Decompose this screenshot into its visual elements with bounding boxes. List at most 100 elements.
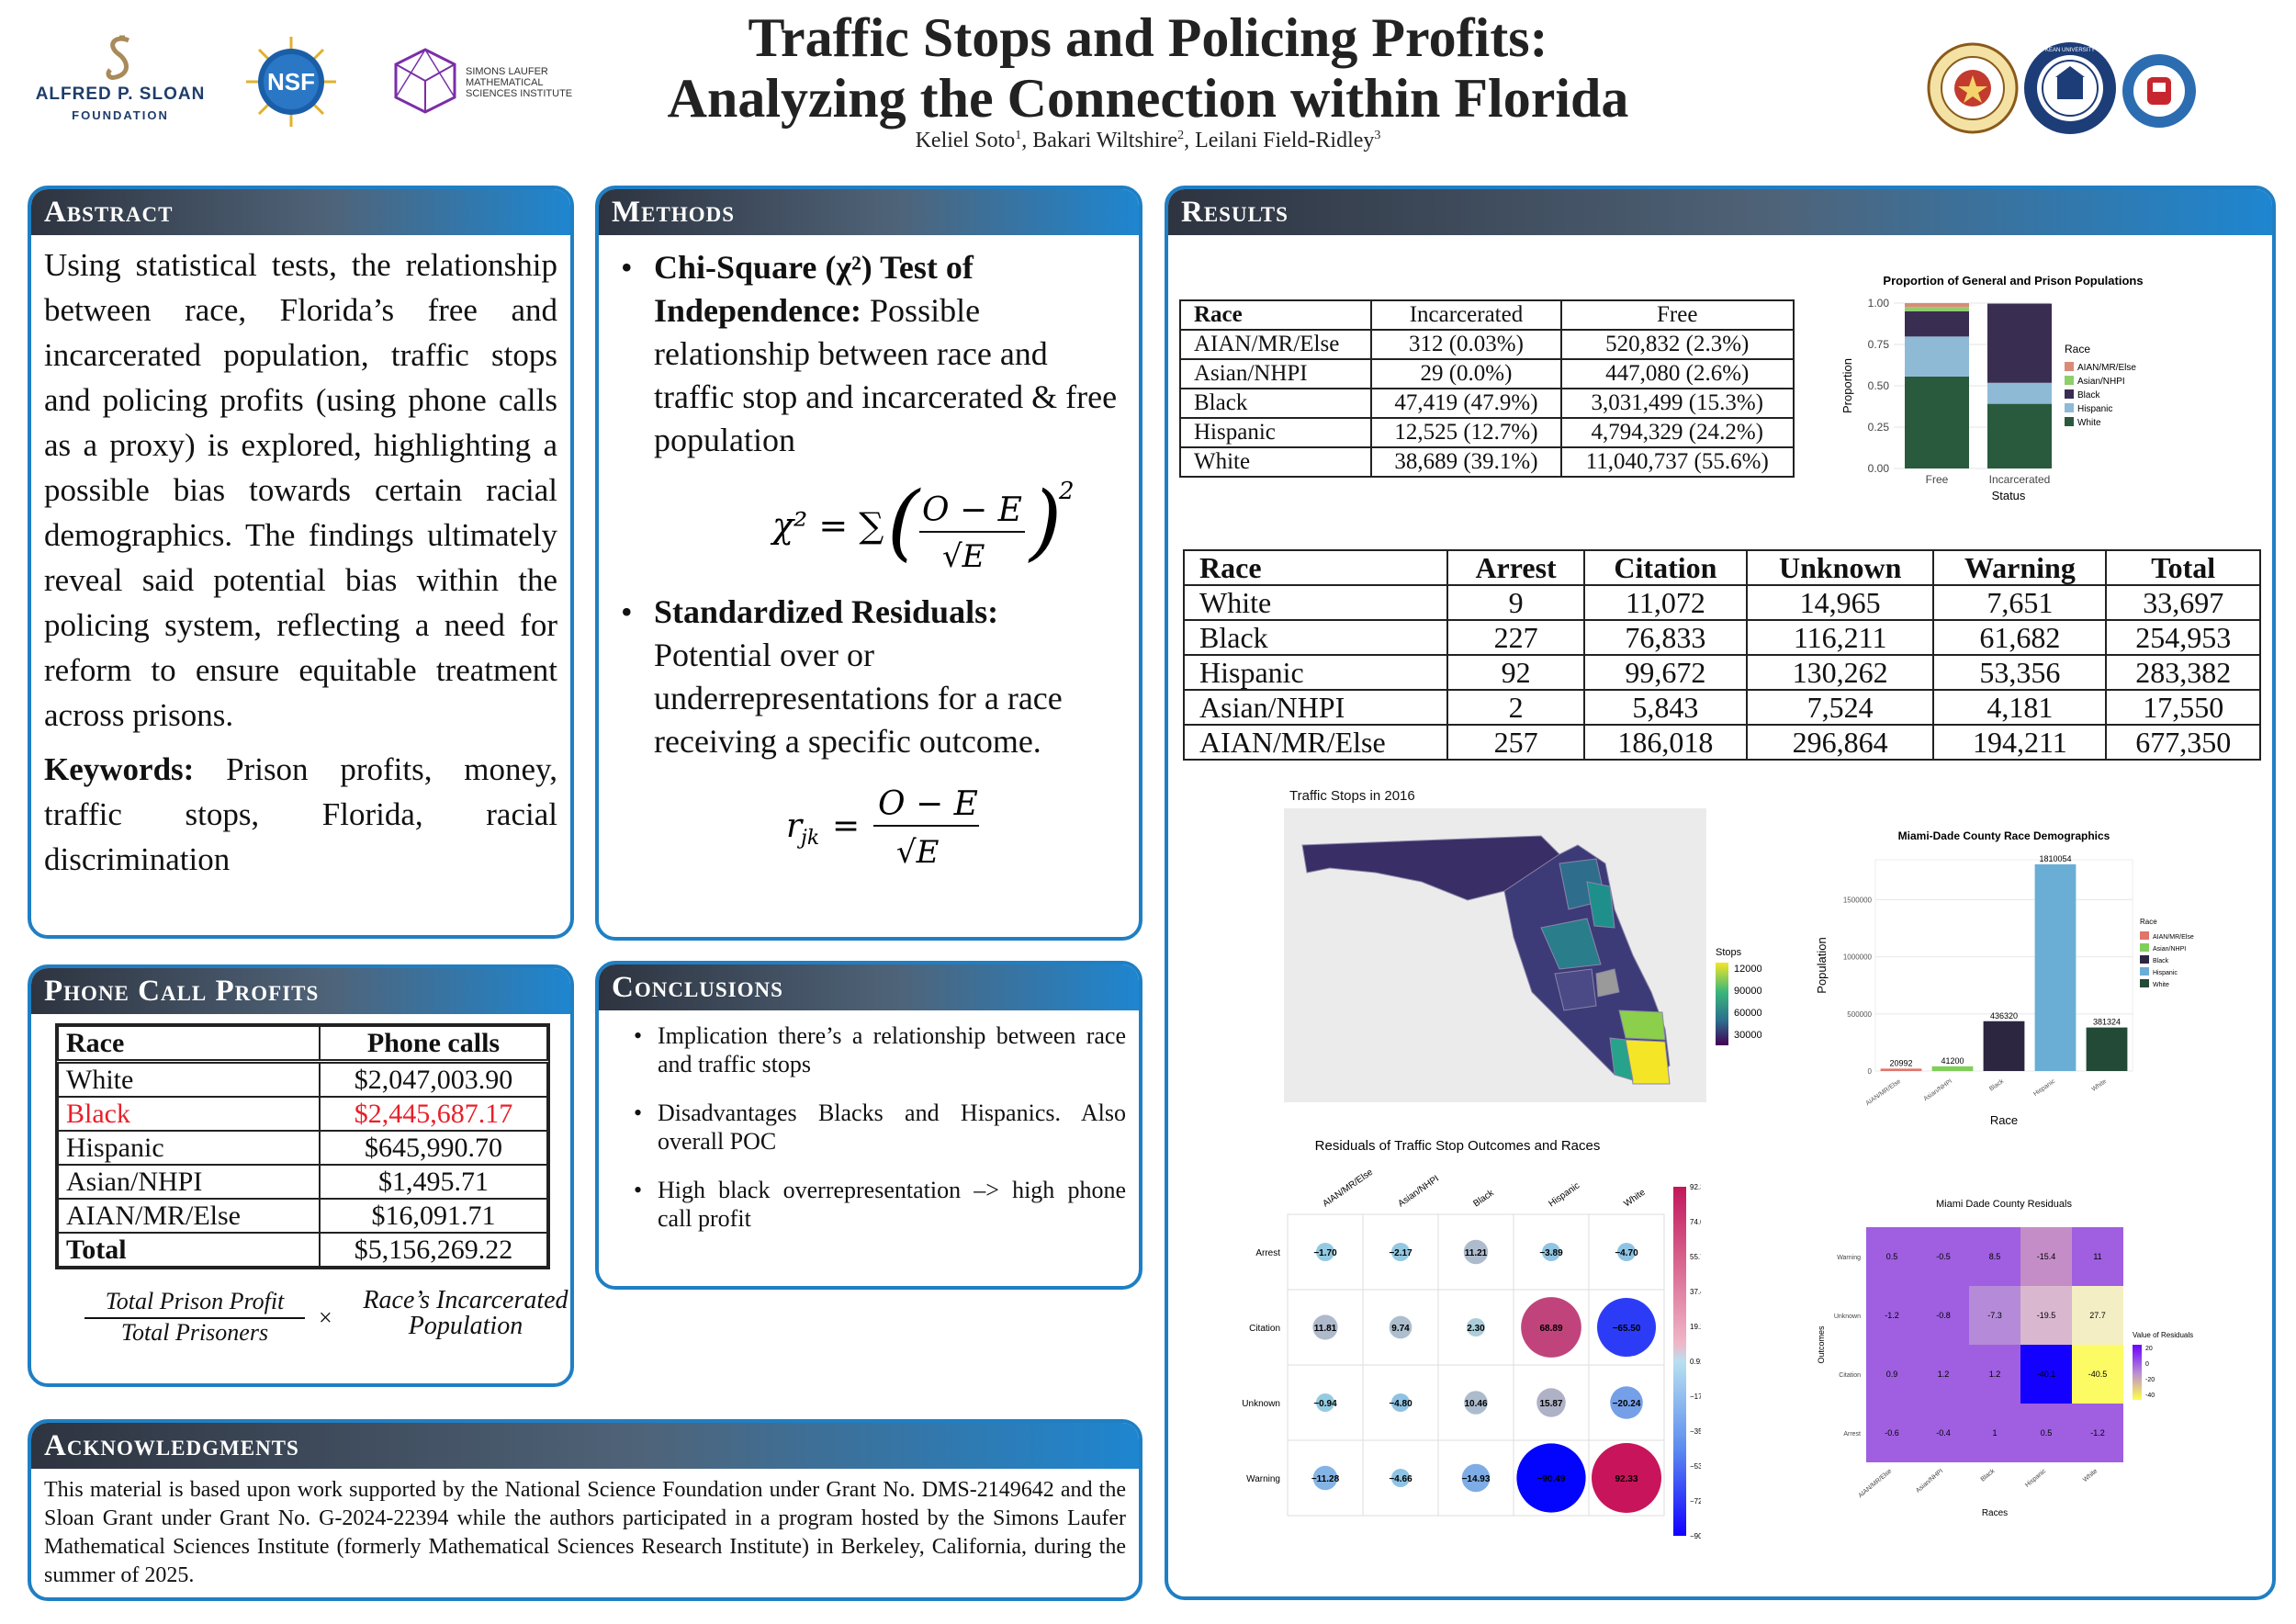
legend-swatch (2140, 931, 2149, 940)
svg-text:(: ( (887, 474, 921, 570)
tick-label: Hispanic (2032, 1078, 2056, 1098)
svg-text:30000: 30000 (1734, 1030, 1761, 1041)
ack-panel: Acknowledgments This material is based u… (28, 1419, 1142, 1601)
nsf-text: NSF (267, 68, 315, 96)
data-label: -15.4 (2037, 1252, 2056, 1261)
residual-circle (1596, 1297, 1657, 1358)
data-label: -19.5 (2037, 1311, 2056, 1320)
colorbar-tick: 37.49 (1690, 1288, 1701, 1296)
svg-text:jk: jk (796, 827, 819, 850)
heatmap-cell (1969, 1404, 2020, 1462)
conclusions-heading: Conclusions (599, 964, 1139, 1010)
residual-circle (1391, 1243, 1410, 1261)
table-row: Race Phone calls (57, 1025, 548, 1063)
heatmap-cell (1969, 1286, 2020, 1345)
svg-text:Stops: Stops (1716, 947, 1742, 958)
svg-text:2: 2 (1058, 478, 1075, 505)
colorbar-tick: 92.33 (1690, 1183, 1701, 1191)
tick-label: AIAN/MR/Else (1864, 1078, 1902, 1107)
data-label: 11.81 (1314, 1324, 1337, 1334)
colorbar-tick: 74.05 (1690, 1218, 1701, 1226)
tick-label: 500000 (1847, 1010, 1872, 1019)
residual-circle (1389, 1315, 1412, 1339)
legend-label: White (2153, 982, 2169, 988)
formula-right-1: Race’s Incarcerated (363, 1286, 568, 1314)
data-label: −3.89 (1539, 1248, 1563, 1258)
abstract-panel: Abstract Using statistical tests, the re… (28, 186, 574, 939)
chi-square-label: Chi-Square (χ²) Test of Independence: (654, 249, 974, 329)
colorbar-tick: −53.92 (1690, 1462, 1701, 1471)
y-axis-label: Outcomes (1817, 1325, 1826, 1364)
table-row: White 38,689 (39.1%) 11,040,737 (55.6%) (1178, 446, 1795, 478)
table-row: Total $5,156,269.22 (57, 1232, 548, 1268)
chart-title: Proportion of General and Prison Populat… (1883, 274, 2143, 288)
svg-text:60000: 60000 (1734, 1008, 1761, 1019)
population-table: Race Incarcerated Free AIAN/MR/Else 312 (… (1178, 299, 1795, 478)
slmath-line2: MATHEMATICAL (466, 77, 544, 88)
y-axis-label: Population (1815, 937, 1829, 993)
tick-label: Asian/NHPI (1922, 1078, 1953, 1103)
legend-label: Black (2077, 390, 2100, 400)
table-row: AIAN/MR/Else 257 186,018 296,864 194,211 677,… (1182, 724, 2261, 761)
tick-label: 0.25 (1868, 421, 1890, 434)
residual-circle (1542, 1243, 1560, 1261)
heatmap-cell (1866, 1286, 1918, 1345)
legend-label: White (2077, 418, 2101, 428)
chi-square-formula: χ² = ∑ ( O − E √E ) 2 (612, 471, 1126, 581)
phone-race: White (57, 1060, 321, 1098)
table-row: Hispanic 92 99,672 130,262 53,356 283,382 (1182, 654, 2261, 691)
x-axis-label: Status (1992, 489, 2026, 502)
results-panel: Results Race Incarcerated Free AIAN/MR/E… (1165, 186, 2276, 1600)
residual-circle (1316, 1393, 1334, 1412)
conclusion-item: • High black overrepresentation –> high p… (634, 1177, 1126, 1232)
heatmap-cell (2020, 1286, 2072, 1345)
heatmap-cell (1918, 1286, 1969, 1345)
legend-title: Race (2065, 343, 2090, 355)
column-label: AIAN/MR/Else (1858, 1468, 1894, 1499)
column-label: Hispanic (1547, 1180, 1581, 1209)
ack-heading: Acknowledgments (31, 1423, 1139, 1469)
residual-circle (1464, 1391, 1488, 1415)
table-row: Hispanic $645,990.70 (57, 1130, 548, 1166)
method-residuals: • Standardized Residuals: Potential over… (621, 593, 1063, 760)
table-row: Black 47,419 (47.9%) 3,031,499 (15.3%) (1178, 388, 1795, 419)
phone-value: $1,495.71 (319, 1164, 548, 1200)
legend-tick: -20 (2145, 1377, 2155, 1383)
sloan-logo: ALFRED P. SLOAN FOUNDATION (33, 33, 208, 134)
data-label: −0.94 (1313, 1399, 1337, 1409)
table-header: Citation (1582, 549, 1749, 586)
author-3: Leilani Field-Ridley3 (1195, 129, 1381, 152)
abstract-heading: Abstract (31, 189, 570, 235)
bar (2086, 1027, 2128, 1071)
bar-segment (1905, 303, 1969, 308)
keywords-text: Prison profits, money, traffic stops, Fl… (44, 751, 557, 877)
heatmap-cell (1969, 1227, 2020, 1286)
phone-value-highlight: $2,445,687.17 (319, 1096, 548, 1132)
data-label: 381324 (2093, 1018, 2121, 1027)
data-label: −20.24 (1613, 1399, 1641, 1409)
svg-text:O − E: O − E (878, 785, 978, 823)
data-label: −4.70 (1615, 1248, 1638, 1258)
data-label: 1 (1992, 1428, 1997, 1438)
svg-text:χ² = ∑: χ² = ∑ (770, 505, 884, 546)
data-label: -0.5 (1936, 1252, 1951, 1261)
phone-value: $2,047,003.90 (319, 1060, 548, 1098)
chart-title: Residuals of Traffic Stop Outcomes and R… (1315, 1138, 1601, 1154)
row-label: Unknown (1242, 1399, 1280, 1409)
table-row: Race Incarcerated Free (1178, 299, 1795, 331)
table-row: Black 227 76,833 116,211 61,682 254,953 (1182, 619, 2261, 656)
bar-segment (1987, 303, 2052, 383)
column-label: Black (1471, 1188, 1496, 1210)
residual-circle (1617, 1243, 1636, 1261)
legend-gradient (2133, 1345, 2142, 1400)
data-label: 68.89 (1539, 1324, 1562, 1334)
keywords-label: Keywords: (44, 751, 195, 787)
residual-circle (1312, 1465, 1338, 1491)
ack-text: This material is based upon work support… (44, 1478, 1126, 1587)
data-label: 8.5 (1989, 1252, 2001, 1261)
residual-circle (1516, 1443, 1586, 1513)
residual-formula: r jk = O − E √E (612, 773, 1126, 874)
svg-text:=: = (832, 807, 860, 845)
table-row: Black $2,445,687.17 (57, 1096, 548, 1132)
legend-swatch (2065, 376, 2074, 385)
